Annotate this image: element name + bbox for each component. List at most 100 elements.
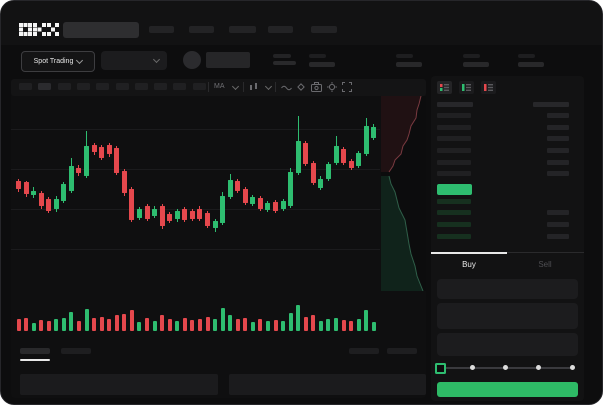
volume-bar: [31, 323, 36, 331]
nav-item-placeholder[interactable]: [189, 26, 214, 33]
candle: [61, 96, 67, 296]
gridline: [11, 169, 380, 170]
candle: [205, 96, 210, 296]
total-input-placeholder[interactable]: [437, 333, 578, 356]
volume-bar: [122, 314, 127, 331]
orderbook-ask-row[interactable]: [431, 125, 584, 131]
volume-bar: [265, 320, 270, 331]
slider-stop[interactable]: [469, 365, 475, 370]
slider-handle[interactable]: [435, 363, 446, 374]
ticker-stat-label-placeholder: [309, 54, 326, 58]
volume-bar: [182, 318, 187, 331]
candle: [280, 96, 286, 296]
candle: [53, 96, 59, 296]
nav-item-placeholder[interactable]: [149, 26, 174, 33]
candle-style-dropdown[interactable]: [249, 83, 259, 92]
timeframe-button-placeholder[interactable]: [38, 83, 52, 90]
candle: [371, 96, 377, 296]
candle: [288, 96, 294, 296]
ma-dropdown[interactable]: MA: [214, 83, 225, 91]
ask-amount-placeholder: [547, 113, 569, 118]
chart-card: MA: [11, 79, 426, 398]
candle-body: [341, 149, 347, 163]
orderbook-bid-row[interactable]: [431, 234, 584, 240]
slider-stop[interactable]: [536, 365, 542, 370]
candle: [212, 96, 218, 296]
orders-action-placeholder[interactable]: [349, 348, 379, 354]
candle-body: [31, 191, 37, 195]
orderbook-view-asks[interactable]: [481, 81, 496, 94]
orderbook-ask-row[interactable]: [431, 160, 584, 166]
settings-icon[interactable]: [327, 82, 337, 92]
orders-action-placeholder[interactable]: [387, 348, 417, 354]
search-input[interactable]: [63, 22, 139, 38]
timeframe-button-placeholder[interactable]: [192, 83, 206, 90]
candle: [144, 96, 150, 296]
candle-body: [333, 146, 339, 163]
orderbook-bid-row[interactable]: [431, 210, 584, 216]
orderbook-ask-row[interactable]: [431, 113, 584, 119]
chevron-down-icon[interactable]: [264, 82, 273, 91]
timeframe-button-placeholder[interactable]: [173, 83, 187, 90]
volume-bars: [11, 303, 426, 333]
candlestick-chart[interactable]: [11, 96, 426, 296]
nav-item-placeholder[interactable]: [268, 26, 293, 33]
fullscreen-icon[interactable]: [342, 82, 352, 92]
bid-price-placeholder: [437, 234, 471, 239]
amount-input-placeholder[interactable]: [437, 303, 578, 329]
timeframe-button-placeholder[interactable]: [19, 83, 32, 90]
timeframe-button-placeholder[interactable]: [115, 83, 129, 90]
camera-icon[interactable]: [311, 82, 322, 92]
price-input-placeholder[interactable]: [437, 279, 578, 299]
timeframe-button-placeholder[interactable]: [134, 83, 148, 90]
nav-item-placeholder[interactable]: [229, 26, 256, 33]
volume-bar: [220, 307, 225, 331]
slider-stop[interactable]: [503, 365, 508, 370]
candle: [152, 96, 158, 296]
depth-asks-line: [388, 96, 422, 173]
history-tab[interactable]: [61, 348, 91, 354]
volume-bar: [250, 321, 255, 331]
orderbook-view-both[interactable]: [437, 81, 452, 94]
slider-stop[interactable]: [569, 365, 575, 370]
pair-selector[interactable]: [101, 51, 167, 70]
gridline: [11, 129, 380, 130]
orders-tab-active[interactable]: [20, 348, 50, 354]
chevron-down-icon[interactable]: [231, 82, 240, 91]
candle: [356, 96, 362, 296]
orderbook-last-price[interactable]: [437, 184, 472, 195]
orderbook-ask-row[interactable]: [431, 148, 584, 154]
okx-logo[interactable]: [19, 23, 59, 37]
timeframe-button-placeholder[interactable]: [57, 83, 71, 90]
orderbook-ask-row[interactable]: [431, 171, 584, 177]
orderbook-view-bids[interactable]: [459, 81, 474, 94]
line-tool-icon[interactable]: [281, 84, 292, 91]
orderbook-bid-row[interactable]: [431, 222, 584, 228]
buy-submit-button[interactable]: [437, 382, 578, 397]
candle-body: [288, 172, 294, 206]
orderbook-ask-row[interactable]: [431, 136, 584, 142]
volume-bar: [190, 320, 195, 331]
candle: [197, 96, 203, 296]
tab-sell[interactable]: Sell: [538, 260, 552, 269]
market-type-selector[interactable]: Spot Trading: [21, 51, 95, 72]
candle-body: [53, 199, 59, 209]
pair-name-placeholder: [206, 52, 250, 68]
timeframe-button-placeholder[interactable]: [96, 83, 110, 90]
nav-item-placeholder[interactable]: [311, 26, 337, 33]
ask-amount-placeholder: [547, 136, 569, 141]
orders-table-placeholder: [20, 374, 218, 395]
ticker-stat-value-placeholder: [518, 62, 544, 67]
draw-tool-icon[interactable]: [296, 82, 306, 92]
timeframe-button-placeholder[interactable]: [76, 83, 90, 90]
volume-bar: [54, 319, 59, 331]
orderbook-bid-row[interactable]: [431, 199, 584, 205]
buy-tab-indicator: [431, 252, 507, 254]
ask-amount-placeholder: [547, 171, 569, 176]
amount-slider[interactable]: [435, 363, 575, 374]
toolbar-divider: [275, 82, 276, 92]
tab-buy[interactable]: Buy: [462, 260, 476, 269]
ticker-stat-value-placeholder: [463, 62, 489, 67]
volume-bar: [129, 310, 134, 331]
timeframe-button-placeholder[interactable]: [154, 83, 168, 90]
